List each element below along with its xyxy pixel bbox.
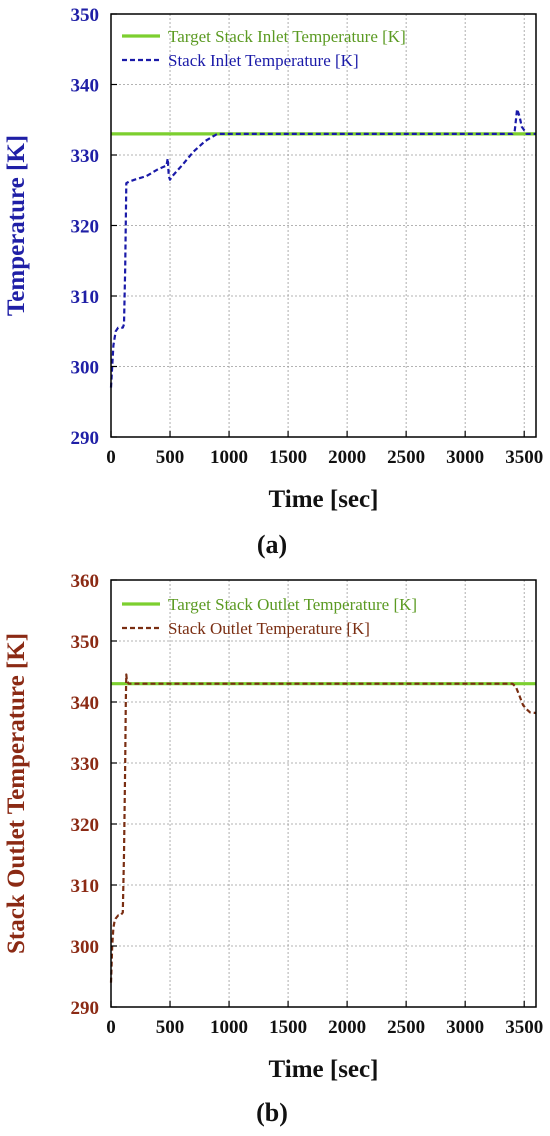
x-tick-label: 3000 [446,1017,484,1038]
legend-label: Stack Inlet Temperature [K] [168,51,359,70]
y-tick-label: 310 [71,287,100,308]
chart-panel-a: 0 500 1000 1500 2000 2500 3000 3500 290 300 310 320… [3,5,543,559]
legend-label: Target Stack Inlet Temperature [K] [168,27,406,46]
x-tick-label: 2000 [328,447,366,468]
x-axis-title: Time [sec] [269,486,379,513]
y-tick-label: 320 [71,815,100,836]
legend: Target Stack Inlet Temperature [K] Stack … [122,27,406,70]
y-tick-label: 330 [71,146,100,167]
x-tick-label: 2500 [387,447,425,468]
x-tick-label: 500 [156,1017,185,1038]
x-tick-label: 3000 [446,447,484,468]
y-tick-label: 300 [71,358,100,379]
x-tick-label: 2500 [387,1017,425,1038]
plot-area [111,580,536,1007]
x-tick-label: 3500 [505,1017,543,1038]
panel-label: (a) [257,530,287,559]
y-tick-label: 290 [71,428,100,449]
y-tick-label: 340 [71,693,100,714]
chart-panel-b: 0 500 1000 1500 2000 2500 3000 3500 290 300 310 320… [3,571,543,1127]
y-tick-label: 350 [71,5,100,26]
y-tick-label: 300 [71,937,100,958]
x-tick-label: 0 [106,1017,116,1038]
plot-frame [110,579,537,1008]
y-tick-label: 310 [71,876,100,897]
y-tick-label: 320 [71,217,100,238]
y-axis-title: Temperature [K] [3,135,30,316]
legend-label: Stack Outlet Temperature [K] [168,619,370,638]
y-tick-label: 340 [71,76,100,97]
x-axis-title: Time [sec] [269,1056,379,1083]
x-tick-label: 1500 [269,1017,307,1038]
series-line-measured [109,673,537,983]
y-tick-label: 290 [71,998,100,1019]
x-tick-label: 3500 [505,447,543,468]
y-axis-title: Stack Outlet Temperature [K] [3,633,30,954]
x-tick-label: 1500 [269,447,307,468]
legend: Target Stack Outlet Temperature [K] Stack… [122,595,417,638]
y-tick-label: 360 [71,571,100,592]
panel-label: (b) [256,1098,288,1127]
x-tick-label: 0 [106,447,116,468]
x-tick-label: 2000 [328,1017,366,1038]
y-tick-label: 350 [71,632,100,653]
legend-label: Target Stack Outlet Temperature [K] [168,595,417,614]
x-tick-label: 500 [156,447,185,468]
y-tick-label: 330 [71,754,100,775]
x-tick-label: 1000 [210,447,248,468]
x-tick-label: 1000 [210,1017,248,1038]
